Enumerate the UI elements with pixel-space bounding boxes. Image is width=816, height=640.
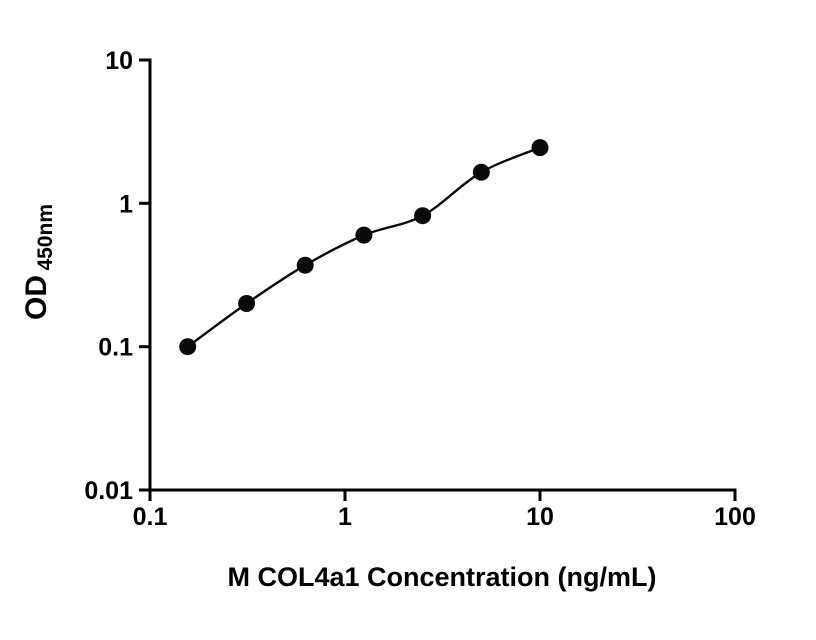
data-point [355, 226, 373, 244]
x-tick-label: 100 [714, 503, 756, 531]
data-point [531, 139, 549, 157]
y-tick-label: 10 [105, 47, 133, 75]
x-tick-label: 1 [338, 503, 352, 531]
data-point [296, 256, 314, 274]
data-point [414, 207, 432, 225]
data-point [179, 338, 197, 356]
y-axis-title-subscript: 450nm [34, 204, 57, 271]
x-tick-label: 10 [526, 503, 554, 531]
y-tick-label: 1 [119, 190, 133, 218]
x-tick-label: 0.1 [133, 503, 168, 531]
y-axis-title: OD 450nm [20, 204, 57, 320]
x-axis-title: M COL4a1 Concentration (ng/mL) [227, 562, 656, 592]
y-axis-title-main: OD [20, 275, 53, 320]
y-tick-label: 0.1 [98, 334, 133, 362]
data-point [472, 163, 490, 181]
data-point [238, 295, 256, 312]
y-tick-label: 0.01 [84, 477, 133, 505]
axis-spines [148, 58, 737, 492]
